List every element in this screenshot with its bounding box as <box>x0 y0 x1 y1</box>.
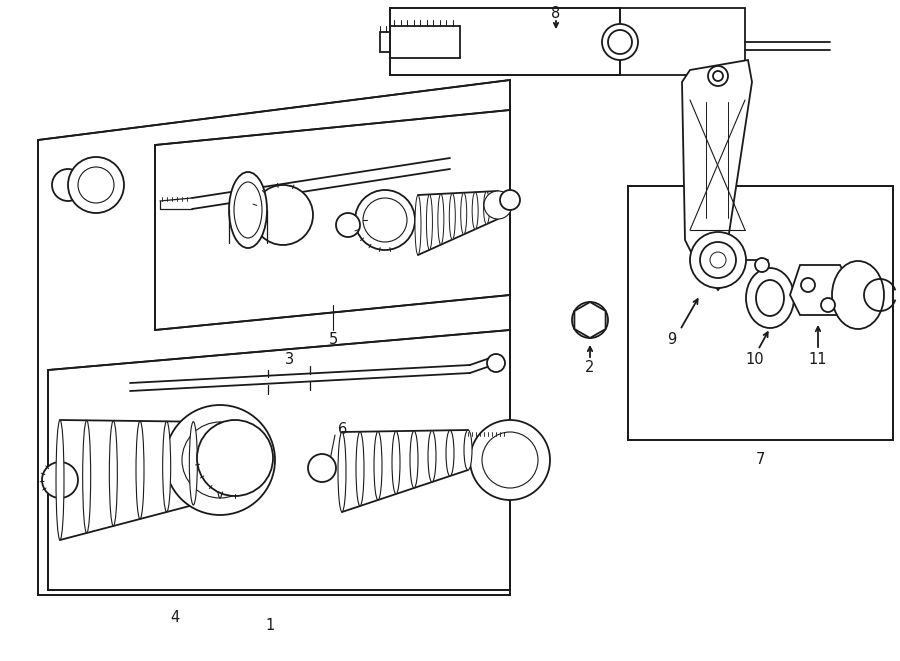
Circle shape <box>482 432 538 488</box>
Polygon shape <box>155 110 510 330</box>
Circle shape <box>165 405 275 515</box>
Circle shape <box>500 190 520 210</box>
Polygon shape <box>48 330 510 590</box>
Text: 11: 11 <box>809 352 827 368</box>
Circle shape <box>355 190 415 250</box>
Ellipse shape <box>136 421 144 519</box>
Ellipse shape <box>109 420 117 526</box>
Ellipse shape <box>56 420 64 540</box>
Ellipse shape <box>472 192 478 229</box>
Ellipse shape <box>83 420 91 533</box>
Circle shape <box>710 252 726 268</box>
Circle shape <box>78 167 114 203</box>
Ellipse shape <box>428 430 436 482</box>
Polygon shape <box>790 265 850 315</box>
Ellipse shape <box>338 432 346 512</box>
Ellipse shape <box>449 193 455 239</box>
Circle shape <box>253 185 313 245</box>
Circle shape <box>572 302 608 338</box>
Circle shape <box>755 258 769 272</box>
Text: 5: 5 <box>328 332 338 348</box>
Ellipse shape <box>410 431 418 488</box>
Polygon shape <box>628 186 893 440</box>
Ellipse shape <box>415 195 421 255</box>
Ellipse shape <box>832 261 884 329</box>
Polygon shape <box>390 8 620 75</box>
Ellipse shape <box>746 268 794 328</box>
Circle shape <box>308 454 336 482</box>
Circle shape <box>470 420 550 500</box>
Circle shape <box>579 309 601 331</box>
Circle shape <box>42 462 78 498</box>
Polygon shape <box>38 80 510 595</box>
Ellipse shape <box>438 194 444 245</box>
Text: 6: 6 <box>338 422 347 438</box>
Circle shape <box>363 198 407 242</box>
Ellipse shape <box>427 194 432 250</box>
Text: 2: 2 <box>585 360 595 375</box>
Circle shape <box>487 354 505 372</box>
Circle shape <box>708 66 728 86</box>
Text: 7: 7 <box>755 453 765 467</box>
Text: 1: 1 <box>266 617 274 633</box>
Text: 3: 3 <box>285 352 294 368</box>
Ellipse shape <box>189 422 197 505</box>
Ellipse shape <box>216 422 224 498</box>
Ellipse shape <box>446 430 454 476</box>
Polygon shape <box>574 302 606 338</box>
Ellipse shape <box>495 191 501 219</box>
Ellipse shape <box>374 432 382 500</box>
Circle shape <box>484 191 512 219</box>
Circle shape <box>602 24 638 60</box>
Circle shape <box>336 213 360 237</box>
Ellipse shape <box>356 432 364 506</box>
Circle shape <box>52 169 84 201</box>
Text: 9: 9 <box>668 332 677 348</box>
Ellipse shape <box>163 421 171 512</box>
Circle shape <box>690 232 746 288</box>
Ellipse shape <box>461 193 467 235</box>
Ellipse shape <box>234 182 262 238</box>
Text: 4: 4 <box>170 611 180 625</box>
Circle shape <box>197 420 273 496</box>
Text: 8: 8 <box>552 7 561 22</box>
Text: 10: 10 <box>746 352 764 368</box>
Circle shape <box>182 422 258 498</box>
Circle shape <box>68 157 124 213</box>
Circle shape <box>700 242 736 278</box>
Ellipse shape <box>756 280 784 316</box>
Circle shape <box>608 30 632 54</box>
Circle shape <box>801 278 815 292</box>
Ellipse shape <box>392 431 400 494</box>
Ellipse shape <box>483 192 490 224</box>
Ellipse shape <box>464 430 472 470</box>
Circle shape <box>713 71 723 81</box>
Circle shape <box>821 298 835 312</box>
Ellipse shape <box>229 172 267 248</box>
Polygon shape <box>682 60 752 290</box>
